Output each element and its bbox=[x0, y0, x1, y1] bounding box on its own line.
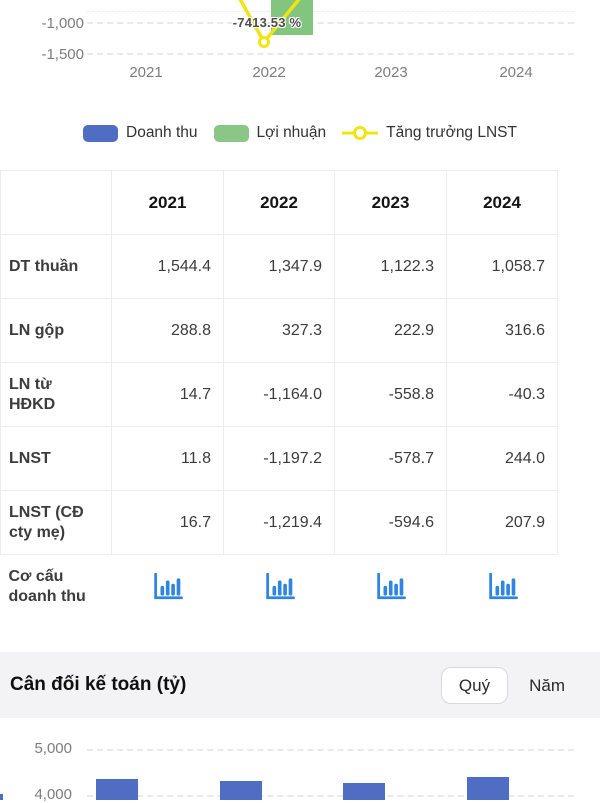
row-label: LNST bbox=[0, 426, 112, 491]
table-row: LN từ HĐKD 14.7 -1,164.0 -558.8 -40.3 bbox=[0, 362, 558, 427]
x-axis-tick-2024: 2024 bbox=[499, 64, 533, 81]
table-header-row: 2021 2022 2023 2024 bbox=[0, 170, 558, 235]
column-header-2022: 2022 bbox=[223, 170, 335, 235]
gridline bbox=[87, 11, 574, 12]
revenue-structure-icon-2022[interactable] bbox=[223, 554, 335, 619]
bar-chart-icon bbox=[265, 572, 295, 599]
x-axis-tick-2021: 2021 bbox=[129, 64, 163, 81]
row-label: Cơ cấu doanh thu bbox=[0, 554, 112, 619]
row-label: LN từ HĐKD bbox=[0, 362, 112, 427]
cell-value: 1,347.9 bbox=[223, 234, 335, 299]
growth-point-label: -7413.53 % bbox=[232, 15, 302, 30]
column-header-2024: 2024 bbox=[446, 170, 558, 235]
gridline-minus-1500 bbox=[87, 53, 574, 55]
cell-value: -1,197.2 bbox=[223, 426, 335, 491]
cell-value: 1,122.3 bbox=[334, 234, 447, 299]
column-header-2021: 2021 bbox=[111, 170, 224, 235]
financial-table: 2021 2022 2023 2024 DT thuần 1,544.4 1,3… bbox=[0, 170, 558, 619]
gridline-4000 bbox=[87, 795, 574, 797]
table-row: LNST 11.8 -1,197.2 -578.7 244.0 bbox=[0, 426, 558, 491]
cell-value: 222.9 bbox=[334, 298, 447, 363]
gridline-minus-1000 bbox=[87, 22, 574, 24]
x-axis-tick-2022: 2022 bbox=[252, 64, 286, 81]
table-corner-cell bbox=[0, 170, 112, 235]
chart-legend: Doanh thu Lợi nhuận Tăng trưởng LNST bbox=[0, 119, 600, 147]
revenue-structure-icon-2023[interactable] bbox=[334, 554, 447, 619]
cell-value: -40.3 bbox=[446, 362, 558, 427]
cell-value: 16.7 bbox=[111, 490, 224, 555]
section-title: Cân đối kế toán (tỷ) bbox=[10, 674, 187, 695]
row-label: LNST (CĐ cty mẹ) bbox=[0, 490, 112, 555]
cell-value: -558.8 bbox=[334, 362, 447, 427]
cell-value: 14.7 bbox=[111, 362, 224, 427]
balance-sheet-section-header: Cân đối kế toán (tỷ) Quý Năm bbox=[0, 652, 600, 718]
cell-value: -594.6 bbox=[334, 490, 447, 555]
row-label: DT thuần bbox=[0, 234, 112, 299]
balance-bar-2022 bbox=[220, 781, 262, 800]
balance-sheet-chart: 5,000 4,000 bbox=[0, 718, 600, 803]
revenue-structure-row: Cơ cấu doanh thu bbox=[0, 554, 558, 619]
y-axis-tick: 4,000 bbox=[34, 786, 72, 803]
revenue-structure-icon-2024[interactable] bbox=[446, 554, 558, 619]
revenue-structure-icon-2021[interactable] bbox=[111, 554, 224, 619]
x-axis-tick-2023: 2023 bbox=[374, 64, 408, 81]
legend-label: Doanh thu bbox=[126, 124, 198, 141]
balance-bar-2023 bbox=[343, 783, 385, 800]
cell-value: -578.7 bbox=[334, 426, 447, 491]
y-axis-tick: -1,000 bbox=[41, 15, 84, 32]
cell-value: 1,544.4 bbox=[111, 234, 224, 299]
y-axis-tick: 5,000 bbox=[34, 740, 72, 757]
cell-value: 327.3 bbox=[223, 298, 335, 363]
table-row: DT thuần 1,544.4 1,347.9 1,122.3 1,058.7 bbox=[0, 234, 558, 299]
cell-value: 11.8 bbox=[111, 426, 224, 491]
cell-value: -1,164.0 bbox=[223, 362, 335, 427]
legend-label: Lợi nhuận bbox=[256, 124, 327, 141]
legend-item-revenue: Doanh thu bbox=[83, 124, 198, 142]
revenue-swatch-icon bbox=[83, 124, 118, 142]
gridline-5000 bbox=[87, 749, 574, 751]
table-row: LN gộp 288.8 327.3 222.9 316.6 bbox=[0, 298, 558, 363]
row-label: LN gộp bbox=[0, 298, 112, 363]
cell-value: 207.9 bbox=[446, 490, 558, 555]
balance-bar-2024 bbox=[467, 777, 509, 800]
cell-value: -1,219.4 bbox=[223, 490, 335, 555]
cell-value: 316.6 bbox=[446, 298, 558, 363]
legend-item-growth: Tăng trưởng LNST bbox=[342, 124, 517, 142]
balance-bar-2021 bbox=[96, 779, 138, 800]
column-header-2023: 2023 bbox=[334, 170, 447, 235]
income-chart: -1,000 -1,500 2021 2022 2023 2024 -7413.… bbox=[0, 0, 600, 112]
growth-line-icon bbox=[342, 126, 379, 140]
cell-value: 244.0 bbox=[446, 426, 558, 491]
profit-swatch-icon bbox=[213, 124, 249, 142]
partial-bar-left-edge bbox=[0, 794, 3, 800]
legend-label: Tăng trưởng LNST bbox=[386, 124, 517, 141]
period-year-button[interactable]: Năm bbox=[516, 667, 578, 704]
period-quarter-button[interactable]: Quý bbox=[440, 666, 509, 704]
table-row: LNST (CĐ cty mẹ) 16.7 -1,219.4 -594.6 20… bbox=[0, 490, 558, 555]
cell-value: 1,058.7 bbox=[446, 234, 558, 299]
bar-chart-icon bbox=[488, 572, 518, 599]
legend-item-profit: Lợi nhuận bbox=[213, 124, 327, 142]
cell-value: 288.8 bbox=[111, 298, 224, 363]
bar-chart-icon bbox=[377, 572, 406, 599]
y-axis-tick: -1,500 bbox=[41, 46, 84, 63]
bar-chart-icon bbox=[154, 572, 183, 599]
